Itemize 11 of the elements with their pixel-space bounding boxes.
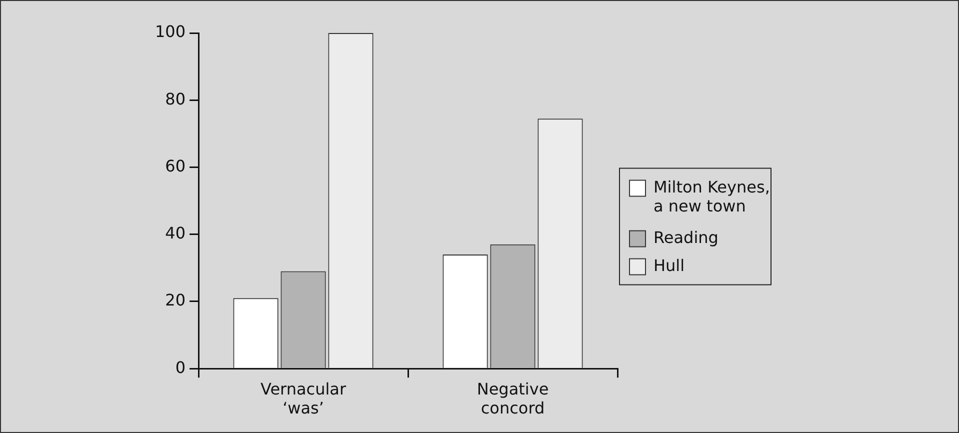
legend-label: Hull	[654, 256, 685, 275]
legend-label: Milton Keynes, a new town	[654, 177, 770, 216]
x-tick-label: Negative concord	[476, 379, 549, 418]
y-tick-label: 100	[154, 22, 186, 42]
x-tick-label: Vernacular ‘was’	[260, 379, 346, 418]
y-tick-label: 40	[165, 224, 186, 243]
y-tick-label: 60	[165, 156, 186, 176]
y-tick-label: 20	[165, 290, 186, 310]
y-tick-label: 0	[175, 358, 186, 377]
y-tick-label: 80	[165, 89, 186, 108]
legend-label: Reading	[654, 228, 718, 247]
